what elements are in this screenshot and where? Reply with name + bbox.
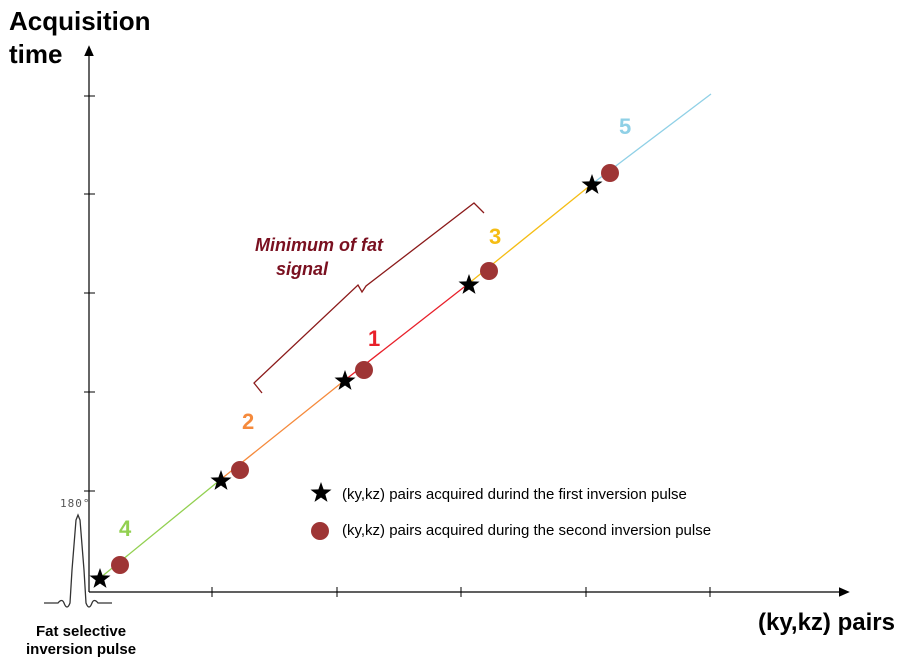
star-marker bbox=[334, 370, 356, 390]
segment-2-label: 2 bbox=[242, 409, 254, 434]
legend: (ky,kz) pairs acquired durind the first … bbox=[310, 482, 711, 540]
dot-marker bbox=[111, 556, 129, 574]
annotation-line2: signal bbox=[276, 259, 329, 279]
dot-marker bbox=[355, 361, 373, 379]
segment-1-label: 1 bbox=[368, 326, 380, 351]
pulse-caption-line1: Fat selective bbox=[36, 623, 126, 640]
legend-dot-text: (ky,kz) pairs acquired during the second… bbox=[342, 522, 711, 539]
segment-3-label: 3 bbox=[489, 224, 501, 249]
segment-5-label: 5 bbox=[619, 114, 631, 139]
dot-markers bbox=[111, 164, 619, 574]
pulse-caption-line2: inversion pulse bbox=[26, 641, 136, 658]
star-marker bbox=[458, 274, 480, 294]
fat-minimum-bracket bbox=[253, 202, 485, 394]
legend-dot-icon bbox=[311, 522, 329, 540]
y-axis-title-line2: time bbox=[9, 39, 62, 69]
legend-star-icon bbox=[310, 482, 332, 502]
inversion-pulse-waveform bbox=[44, 513, 112, 608]
x-axis-title: (ky,kz) pairs bbox=[758, 609, 895, 636]
star-marker bbox=[89, 568, 111, 588]
dot-marker bbox=[480, 262, 498, 280]
dot-marker bbox=[601, 164, 619, 182]
dot-marker bbox=[231, 461, 249, 479]
star-markers bbox=[89, 174, 603, 588]
legend-star-text: (ky,kz) pairs acquired durind the first … bbox=[342, 486, 687, 503]
y-axis-title-line1: Acquisition bbox=[9, 6, 151, 36]
star-marker bbox=[581, 174, 603, 194]
annotation-line1: Minimum of fat bbox=[255, 235, 384, 255]
star-marker bbox=[210, 470, 232, 490]
pulse-angle-mark: 180° bbox=[60, 497, 91, 510]
segment-4-label: 4 bbox=[119, 516, 132, 541]
